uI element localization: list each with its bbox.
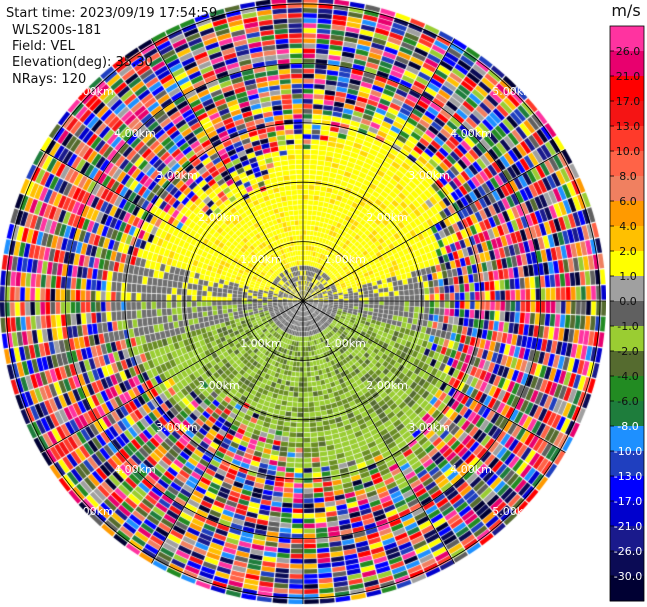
- colorbar-segment: [610, 401, 644, 427]
- field-label: Field: VEL: [12, 39, 75, 54]
- colorbar-segment: [610, 26, 644, 52]
- azimuth-line: [40, 300, 304, 453]
- colorbar-segment: [610, 526, 644, 552]
- range-ring-label: 2.00km: [198, 211, 240, 224]
- azimuth-line: [151, 38, 304, 302]
- range-ring-label: 3.00km: [156, 421, 198, 434]
- colorbar-tick-label: -6.0: [617, 395, 638, 408]
- range-ring-label: 2.00km: [366, 211, 408, 224]
- colorbar-segment: [610, 226, 644, 252]
- range-ring-label: 3.00km: [408, 421, 450, 434]
- colorbar-segment: [610, 551, 644, 577]
- range-ring-label: 5.00km: [72, 505, 114, 518]
- colorbar-segment: [610, 51, 644, 77]
- colorbar-tick-label: 1.0: [619, 270, 637, 283]
- colorbar-segment: [610, 301, 644, 327]
- colorbar-tick-label: -30.0: [614, 570, 642, 583]
- colorbar-segment: [610, 576, 644, 602]
- colorbar-tick-label: -17.0: [614, 495, 642, 508]
- azimuth-line: [151, 300, 304, 564]
- velocity-colorbar: m/s 26.0 21.0 17.0 13.0 10.0 8.0 6.0 4.0 2.0 1.0 0…: [609, 1, 645, 602]
- colorbar-segment: [610, 101, 644, 127]
- colorbar-segment: [610, 376, 644, 402]
- colorbar-tick-label: -21.0: [614, 520, 642, 533]
- range-ring-label: 1.00km: [324, 337, 366, 350]
- elevation-label: Elevation(deg): 35.30: [12, 55, 153, 70]
- range-ring-label: 3.00km: [408, 169, 450, 182]
- range-ring-label: 5.00km: [72, 85, 114, 98]
- colorbar-segment: [610, 351, 644, 377]
- range-ring-label: 4.00km: [450, 127, 492, 140]
- colorbar-segment: [610, 251, 644, 277]
- azimuth-line: [302, 300, 566, 453]
- range-ring-label: 4.00km: [114, 127, 156, 140]
- range-ring-label: 4.00km: [114, 463, 156, 476]
- nrays-label: NRays: 120: [12, 72, 87, 87]
- colorbar-tick-label: 13.0: [616, 120, 641, 133]
- colorbar-tick-label: 4.0: [619, 220, 637, 233]
- colorbar-tick-label: 26.0: [616, 45, 641, 58]
- colorbar-segment: [610, 426, 644, 452]
- colorbar-tick-label: -2.0: [617, 345, 638, 358]
- instrument-label: WLS200s-181: [12, 23, 102, 38]
- range-ring-label: 5.00km: [492, 85, 534, 98]
- colorbar-tick-label: 8.0: [619, 170, 637, 183]
- colorbar-tick-label: 21.0: [616, 70, 641, 83]
- colorbar-tick-label: 10.0: [616, 145, 641, 158]
- colorbar-tick-label: -4.0: [617, 370, 638, 383]
- range-ring-label: 1.00km: [240, 337, 282, 350]
- colorbar-segment: [610, 276, 644, 302]
- colorbar-tick-label: 6.0: [619, 195, 637, 208]
- azimuth-line: [302, 149, 566, 302]
- colorbar-tick-label: -10.0: [614, 445, 642, 458]
- range-ring-label: 1.00km: [240, 253, 282, 266]
- colorbar-segment: [610, 76, 644, 102]
- range-ring-label: 5.00km: [492, 505, 534, 518]
- colorbar-tick-label: -13.0: [614, 470, 642, 483]
- start-time-label: Start time: 2023/09/19 17:54:59: [6, 6, 218, 21]
- colorbar-tick-label: 2.0: [619, 245, 637, 258]
- colorbar-segment: [610, 501, 644, 527]
- range-ring-label: 2.00km: [366, 379, 408, 392]
- colorbar-unit-label: m/s: [611, 1, 640, 20]
- range-ring-label: 3.00km: [156, 169, 198, 182]
- azimuth-line: [40, 149, 304, 302]
- colorbar-segment: [610, 126, 644, 152]
- range-ring-label: 2.00km: [198, 379, 240, 392]
- azimuth-line: [302, 300, 455, 564]
- colorbar-tick-label: 17.0: [616, 95, 641, 108]
- colorbar-tick-label: -26.0: [614, 545, 642, 558]
- colorbar-tick-label: -8.0: [617, 420, 638, 433]
- ppi-grid-overlay: 1.00km 1.00km 1.00km 1.00km 2.00km 2.00km 2.00…: [0, 0, 606, 604]
- colorbar-tick-label: 0.0: [619, 295, 637, 308]
- colorbar-segment: [610, 326, 644, 352]
- colorbar-segment: [610, 476, 644, 502]
- range-ring-label: 4.00km: [450, 463, 492, 476]
- colorbar-tick-label: -1.0: [617, 320, 638, 333]
- colorbar-frame: [609, 25, 645, 602]
- colorbar-segment: [610, 151, 644, 177]
- colorbar-segment: [610, 451, 644, 477]
- azimuth-line: [302, 38, 455, 302]
- colorbar-segment: [610, 176, 644, 202]
- range-ring-label: 1.00km: [324, 253, 366, 266]
- colorbar-segment: [610, 201, 644, 227]
